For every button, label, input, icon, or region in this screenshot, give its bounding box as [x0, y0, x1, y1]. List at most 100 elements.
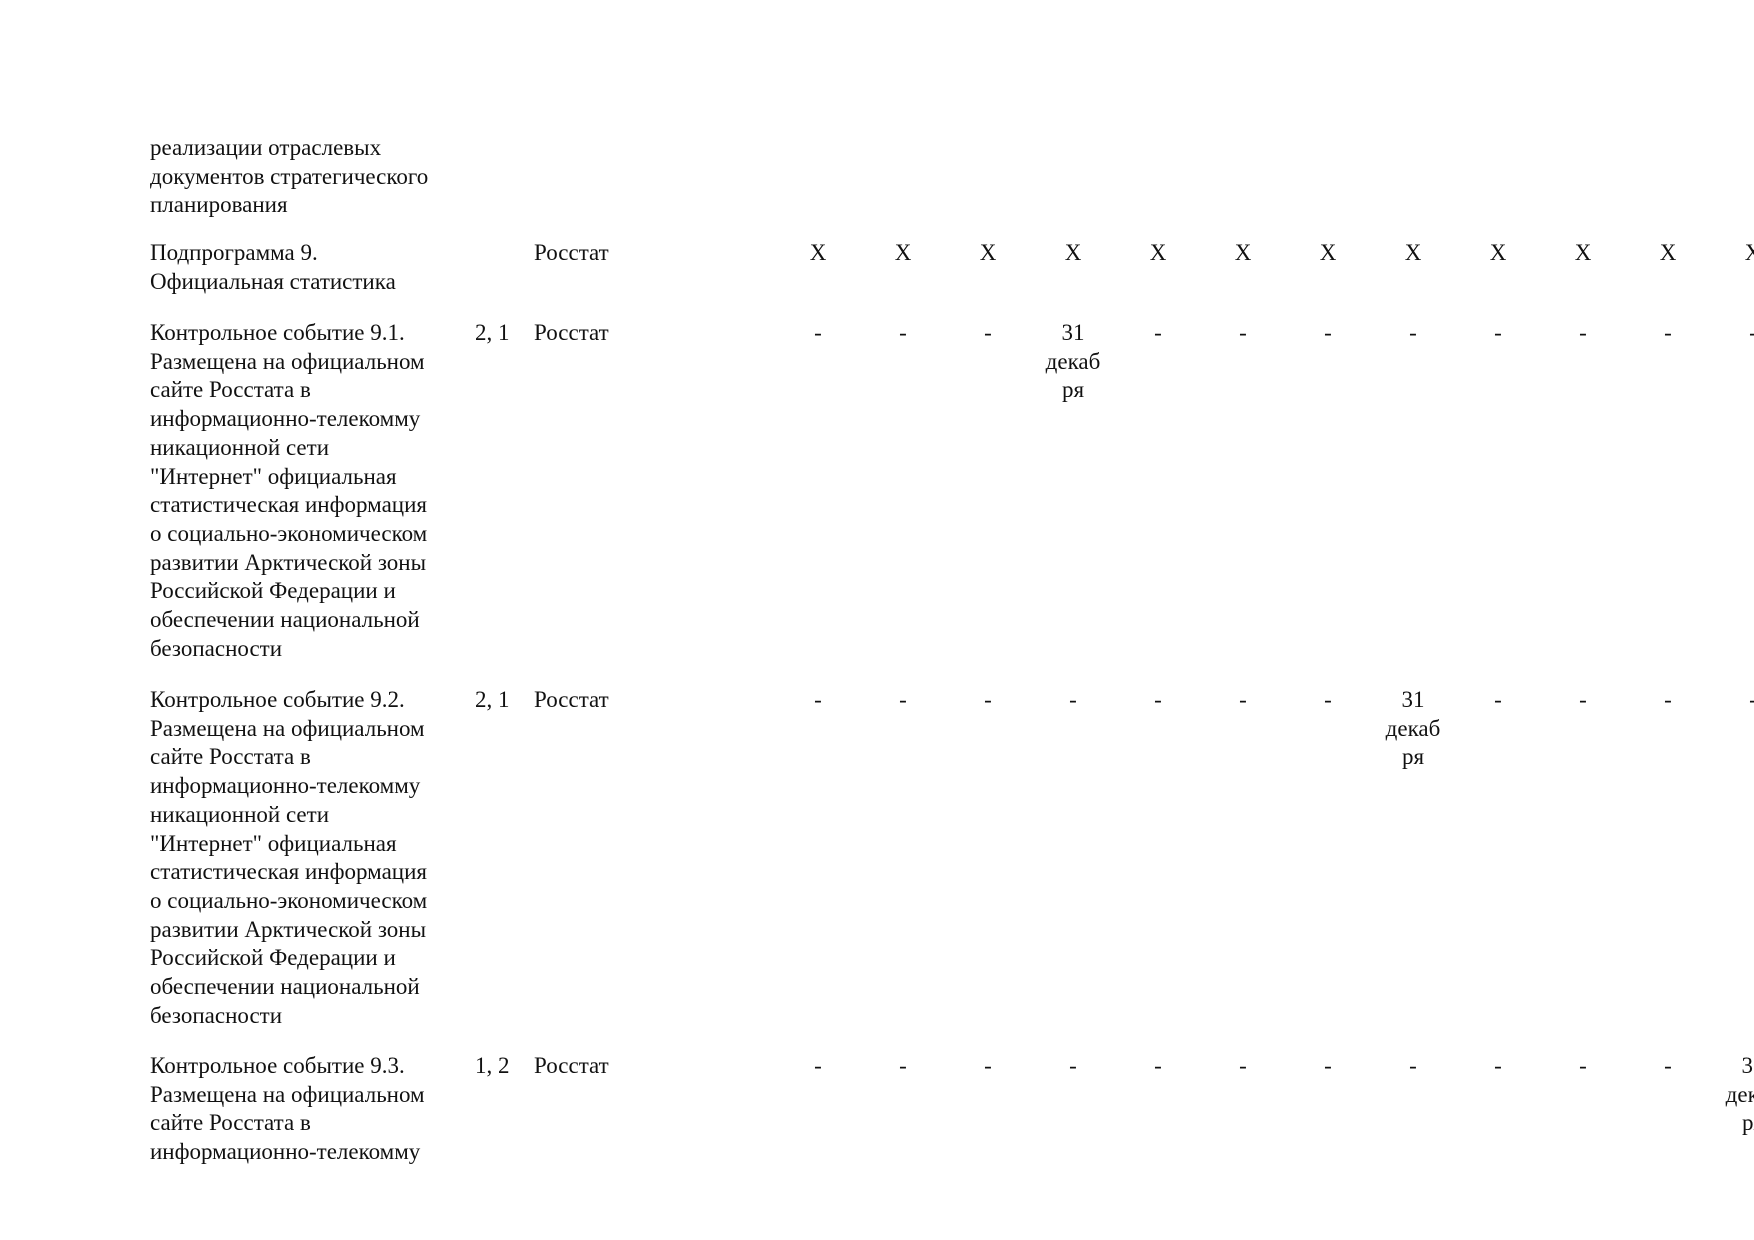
cell-text: ря	[1061, 377, 1085, 403]
period-cell: -	[1543, 686, 1623, 715]
cell-text: -	[1239, 687, 1247, 712]
cell-text: -	[1579, 1053, 1587, 1078]
cell-text: -	[1409, 1053, 1417, 1078]
description-line: Официальная статистика	[150, 268, 396, 294]
row-executor: Росстат	[534, 1053, 609, 1078]
period-cell: -	[1628, 686, 1708, 715]
description-line: сайте Росстата в	[150, 744, 311, 770]
period-cell: X	[1373, 239, 1453, 268]
period-cell: -	[1543, 1052, 1623, 1081]
cell-text: X	[1404, 240, 1422, 265]
description-line: Российской Федерации и	[150, 578, 396, 604]
cell-text: -	[1154, 1053, 1162, 1078]
cell-text: -	[1664, 1053, 1672, 1078]
cell-text: X	[1489, 240, 1507, 265]
row-description: Контрольное событие 9.2. Размещена на офи…	[150, 686, 470, 1030]
period-cell: -	[1203, 686, 1283, 715]
period-cell: -	[1628, 1052, 1708, 1081]
period-cell: -	[948, 1052, 1028, 1081]
description-line: документов стратегического	[150, 163, 429, 189]
period-cell: 31 декаб ря	[1373, 686, 1453, 772]
cell-text: -	[1494, 687, 1502, 712]
period-cell: X	[1288, 239, 1368, 268]
description-line: о социально-экономическом	[150, 887, 428, 913]
cell-text: -	[1664, 320, 1672, 345]
period-cell: -	[863, 319, 943, 348]
row-executor: Росстат	[534, 320, 609, 345]
period-cell: X	[1118, 239, 1198, 268]
cell-text: декаб	[1045, 348, 1101, 374]
cell-text: -	[899, 320, 907, 345]
description-line: безопасности	[150, 1002, 283, 1028]
period-cell: -	[778, 686, 858, 715]
cell-text: -	[1409, 320, 1417, 345]
description-line: сайте Росстата в	[150, 377, 311, 403]
description-line: никационной сети	[150, 801, 330, 827]
cell-text: -	[1239, 1053, 1247, 1078]
cell-text: -	[1324, 687, 1332, 712]
cell-text: -	[1664, 687, 1672, 712]
description-line: развитии Арктической зоны	[150, 916, 427, 942]
cell-text: 31	[1061, 320, 1085, 345]
cell-text: ря	[1741, 1110, 1754, 1136]
cell-text: -	[1154, 320, 1162, 345]
cell-text: X	[1574, 240, 1592, 265]
row-reference: 2, 1	[475, 320, 510, 345]
cell-text: -	[899, 687, 907, 712]
period-cell: -	[1628, 319, 1708, 348]
period-cell: -	[1203, 1052, 1283, 1081]
period-cell: X	[1713, 239, 1754, 268]
cell-text: -	[899, 1053, 907, 1078]
row-executor: Росстат	[534, 687, 609, 712]
cell-text: -	[814, 687, 822, 712]
row-description: Контрольное событие 9.1. Размещена на офи…	[150, 319, 470, 663]
period-cell: -	[1033, 686, 1113, 715]
period-cell: -	[1713, 319, 1754, 348]
period-cell: -	[948, 319, 1028, 348]
row-description: реализации отраслевых документов стратеги…	[150, 134, 470, 220]
period-cell: X	[1203, 239, 1283, 268]
period-cell: X	[863, 239, 943, 268]
cell-text: -	[1069, 1053, 1077, 1078]
description-line: сайте Росстата в	[150, 1110, 311, 1136]
description-line: развитии Арктической зоны	[150, 549, 427, 575]
period-cell: -	[1458, 686, 1538, 715]
description-line: обеспечении национальной	[150, 974, 420, 1000]
cell-text: декаб	[1725, 1081, 1754, 1107]
description-line: статистическая информация	[150, 859, 427, 885]
description-line: Российской Федерации и	[150, 945, 396, 971]
period-cell: -	[863, 686, 943, 715]
cell-text: -	[1579, 687, 1587, 712]
cell-text: -	[814, 320, 822, 345]
description-line: Размещена на официальном	[150, 1081, 425, 1107]
description-line: никационной сети	[150, 434, 330, 460]
period-cell: -	[1543, 319, 1623, 348]
period-cell: -	[1118, 319, 1198, 348]
cell-text: X	[1064, 240, 1082, 265]
cell-text: X	[1234, 240, 1252, 265]
period-cell: -	[1033, 1052, 1113, 1081]
cell-text: X	[1149, 240, 1167, 265]
description-line: Размещена на официальном	[150, 348, 425, 374]
cell-text: -	[1494, 320, 1502, 345]
cell-text: -	[1324, 1053, 1332, 1078]
description-line: Контрольное событие 9.2.	[150, 687, 405, 712]
cell-text: -	[1239, 320, 1247, 345]
description-line: Контрольное событие 9.3.	[150, 1053, 405, 1078]
description-line: Контрольное событие 9.1.	[150, 320, 405, 345]
period-cell: -	[1288, 319, 1368, 348]
cell-text: -	[984, 687, 992, 712]
period-cell: X	[1033, 239, 1113, 268]
period-cell: -	[1458, 1052, 1538, 1081]
cell-text: X	[809, 240, 827, 265]
period-cell: -	[1458, 319, 1538, 348]
period-cell: X	[778, 239, 858, 268]
row-reference: 1, 2	[475, 1053, 510, 1078]
period-cell: -	[1288, 1052, 1368, 1081]
cell-text: -	[1069, 687, 1077, 712]
period-cell: X	[948, 239, 1028, 268]
description-line: о социально-экономическом	[150, 520, 428, 546]
description-line: обеспечении национальной	[150, 607, 420, 633]
cell-text: -	[1713, 686, 1754, 715]
cell-text: -	[1579, 320, 1587, 345]
